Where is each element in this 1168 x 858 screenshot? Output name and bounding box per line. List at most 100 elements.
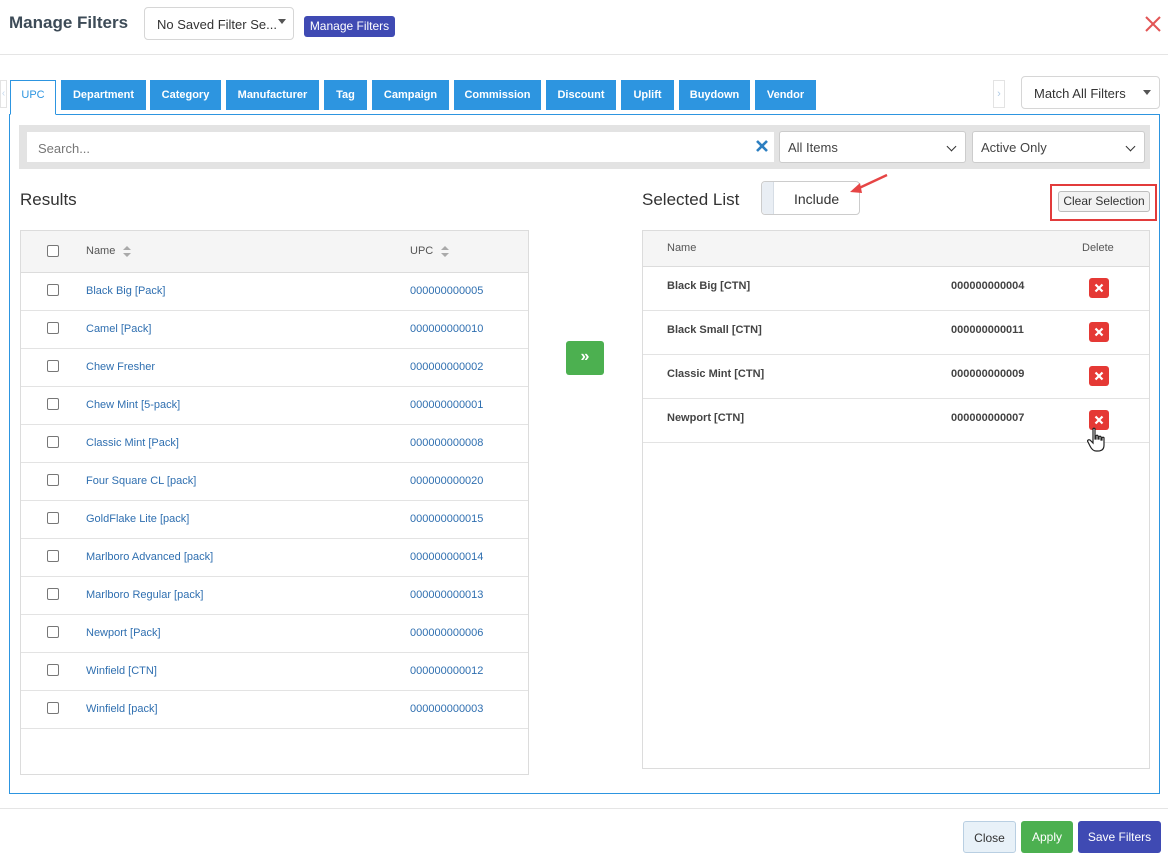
tabs-scroll-left-icon[interactable]: ‹: [0, 80, 7, 108]
result-row[interactable]: Winfield [CTN] 000000000012: [21, 653, 528, 691]
row-checkbox[interactable]: [47, 322, 59, 334]
row-checkbox[interactable]: [47, 588, 59, 600]
results-table-header: Name UPC: [21, 231, 528, 273]
annotation-arrow-icon: [850, 173, 888, 193]
result-name-link[interactable]: Winfield [CTN]: [86, 665, 157, 677]
search-placeholder: Search...: [38, 141, 91, 156]
modal-header: [0, 0, 1168, 55]
row-checkbox[interactable]: [47, 664, 59, 676]
tab-commission[interactable]: Commission: [454, 80, 541, 110]
result-name-link[interactable]: Four Square CL [pack]: [86, 475, 197, 487]
row-checkbox[interactable]: [47, 550, 59, 562]
result-upc-link[interactable]: 000000000002: [410, 361, 484, 373]
tabs-scroll-right-icon[interactable]: ›: [993, 80, 1005, 108]
result-row[interactable]: Newport [Pack] 000000000006: [21, 615, 528, 653]
result-row[interactable]: Black Big [Pack] 000000000005: [21, 273, 528, 311]
tab-tag[interactable]: Tag: [324, 80, 367, 110]
tab-category[interactable]: Category: [150, 80, 221, 110]
delete-button[interactable]: [1089, 410, 1109, 430]
tab-buydown[interactable]: Buydown: [679, 80, 750, 110]
result-name-link[interactable]: Winfield [pack]: [86, 703, 158, 715]
result-name-link[interactable]: GoldFlake Lite [pack]: [86, 513, 190, 525]
selected-item-upc: 000000000011: [951, 324, 1024, 336]
delete-x-icon: [1094, 327, 1104, 337]
result-upc-link[interactable]: 000000000005: [410, 285, 484, 297]
result-name-link[interactable]: Camel [Pack]: [86, 323, 152, 335]
result-name-link[interactable]: Marlboro Regular [pack]: [86, 589, 204, 601]
result-row[interactable]: Four Square CL [pack] 000000000020: [21, 463, 528, 501]
result-name-link[interactable]: Chew Fresher: [86, 361, 156, 373]
result-name-link[interactable]: Classic Mint [Pack]: [86, 437, 179, 449]
modal-title: Manage Filters: [9, 13, 129, 32]
select-all-checkbox[interactable]: [47, 245, 59, 257]
tab-discount[interactable]: Discount: [546, 80, 616, 110]
selected-item-upc: 000000000007: [951, 412, 1025, 424]
row-checkbox[interactable]: [47, 360, 59, 372]
add-to-selected-button[interactable]: »: [566, 341, 604, 375]
search-input[interactable]: Search...: [26, 131, 775, 163]
row-checkbox[interactable]: [47, 512, 59, 524]
column-header-upc[interactable]: UPC: [410, 245, 450, 257]
tab-campaign[interactable]: Campaign: [372, 80, 449, 110]
clear-selection-highlight: [1050, 184, 1157, 221]
row-checkbox[interactable]: [47, 436, 59, 448]
result-name-link[interactable]: Marlboro Advanced [pack]: [86, 551, 214, 563]
row-checkbox[interactable]: [47, 702, 59, 714]
close-button[interactable]: Close: [963, 821, 1016, 853]
result-name-link[interactable]: Chew Mint [5-pack]: [86, 399, 181, 411]
result-upc-link[interactable]: 000000000010: [410, 323, 484, 335]
result-upc-link[interactable]: 000000000020: [410, 475, 484, 487]
result-row[interactable]: Chew Mint [5-pack] 000000000001: [21, 387, 528, 425]
status-filter-select[interactable]: Active Only: [972, 131, 1145, 163]
row-checkbox[interactable]: [47, 474, 59, 486]
result-upc-link[interactable]: 000000000013: [410, 589, 484, 601]
items-filter-select[interactable]: All Items: [779, 131, 966, 163]
column-name-label: Name: [86, 245, 116, 257]
results-table: [20, 230, 529, 775]
apply-button[interactable]: Apply: [1021, 821, 1073, 853]
result-upc-link[interactable]: 000000000008: [410, 437, 484, 449]
tab-manufacturer[interactable]: Manufacturer: [226, 80, 319, 110]
save-filters-button[interactable]: Save Filters: [1078, 821, 1161, 853]
result-row[interactable]: Marlboro Advanced [pack] 000000000014: [21, 539, 528, 577]
result-upc-link[interactable]: 000000000003: [410, 703, 484, 715]
result-row[interactable]: Chew Fresher 000000000002: [21, 349, 528, 387]
clear-search-icon[interactable]: [755, 139, 769, 153]
delete-button[interactable]: [1089, 366, 1109, 386]
result-upc-link[interactable]: 000000000001: [410, 399, 484, 411]
result-name-link[interactable]: Black Big [Pack]: [86, 285, 166, 297]
result-row[interactable]: Marlboro Regular [pack] 000000000013: [21, 577, 528, 615]
result-upc-link[interactable]: 000000000015: [410, 513, 484, 525]
result-row[interactable]: Classic Mint [Pack] 000000000008: [21, 425, 528, 463]
selected-list-title: Selected List: [642, 190, 740, 209]
delete-button[interactable]: [1089, 278, 1109, 298]
hand-cursor-icon: [1087, 427, 1105, 452]
tab-vendor[interactable]: Vendor: [755, 80, 816, 110]
row-checkbox[interactable]: [47, 626, 59, 638]
result-upc-link[interactable]: 000000000006: [410, 627, 484, 639]
items-filter-value: All Items: [788, 140, 838, 155]
row-checkbox[interactable]: [47, 398, 59, 410]
match-filters-select[interactable]: Match All Filters: [1021, 76, 1160, 109]
column-upc-label: UPC: [410, 245, 434, 257]
include-exclude-toggle[interactable]: Include: [761, 181, 860, 215]
tab-uplift[interactable]: Uplift: [621, 80, 674, 110]
result-row[interactable]: Camel [Pack] 000000000010: [21, 311, 528, 349]
tab-department[interactable]: Department: [61, 80, 146, 110]
row-checkbox[interactable]: [47, 284, 59, 296]
result-upc-link[interactable]: 000000000012: [410, 665, 484, 677]
saved-filter-value: No Saved Filter Se...: [157, 17, 277, 32]
status-filter-value: Active Only: [981, 140, 1047, 155]
result-name-link[interactable]: Newport [Pack]: [86, 627, 161, 639]
column-header-name[interactable]: Name: [86, 245, 132, 257]
results-title: Results: [20, 190, 77, 209]
result-row[interactable]: GoldFlake Lite [pack] 000000000015: [21, 501, 528, 539]
close-icon[interactable]: [1142, 13, 1164, 35]
clear-selection-button[interactable]: Clear Selection: [1058, 191, 1150, 212]
result-row[interactable]: Winfield [pack] 000000000003: [21, 691, 528, 729]
saved-filter-select[interactable]: No Saved Filter Se...: [144, 7, 294, 40]
delete-button[interactable]: [1089, 322, 1109, 342]
result-upc-link[interactable]: 000000000014: [410, 551, 484, 563]
manage-filters-button[interactable]: Manage Filters: [304, 16, 395, 37]
tab-upc[interactable]: UPC: [10, 80, 56, 115]
